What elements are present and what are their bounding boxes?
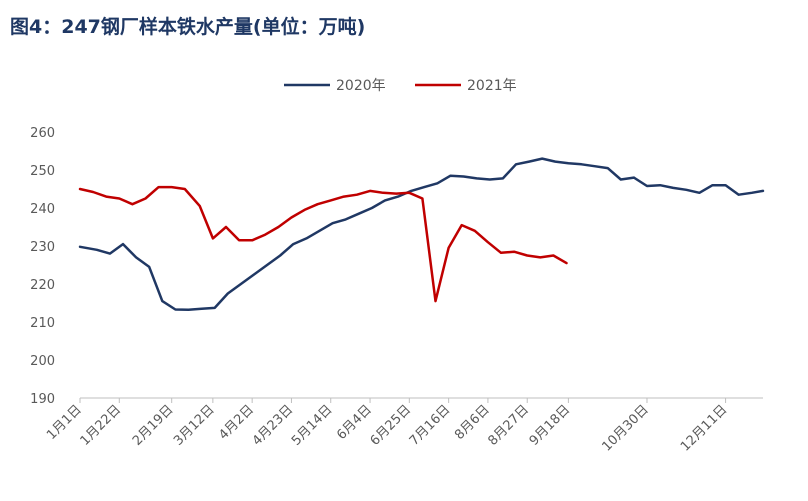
x-tick-label: 1月22日	[78, 402, 125, 449]
y-tick-label: 190	[30, 392, 55, 407]
x-tick-label: 10月30日	[599, 402, 651, 454]
x-tick-label: 5月14日	[289, 402, 336, 449]
y-tick-label: 220	[30, 278, 55, 293]
x-tick-label: 6月25日	[368, 402, 415, 449]
chart-title: 图4：247钢厂样本铁水产量(单位：万吨)	[10, 16, 366, 38]
x-tick-label: 12月11日	[678, 402, 730, 454]
x-tick-label: 8月27日	[486, 402, 533, 449]
y-tick-label: 240	[30, 202, 55, 217]
chart-legend: 2020年 2021年	[284, 78, 517, 94]
series-layer	[78, 157, 765, 312]
legend-label: 2020年	[336, 78, 386, 94]
y-tick-label: 200	[30, 354, 55, 369]
y-tick-label: 210	[30, 316, 55, 331]
x-tick-label: 4月23日	[250, 402, 297, 449]
x-tick-label: 3月12日	[171, 402, 218, 449]
x-tick-label: 9月18日	[527, 402, 574, 449]
series-line-2021年	[78, 185, 568, 303]
legend-label: 2021年	[467, 78, 517, 94]
y-tick-label: 250	[30, 164, 55, 179]
x-tick-label: 7月16日	[407, 402, 454, 449]
y-axis: 190 200 210 220 230 240 250 260	[30, 126, 55, 407]
series-line-2020年	[78, 157, 765, 312]
x-tick-label: 2月19日	[130, 402, 177, 449]
y-tick-label: 230	[30, 240, 55, 255]
y-tick-label: 260	[30, 126, 55, 141]
